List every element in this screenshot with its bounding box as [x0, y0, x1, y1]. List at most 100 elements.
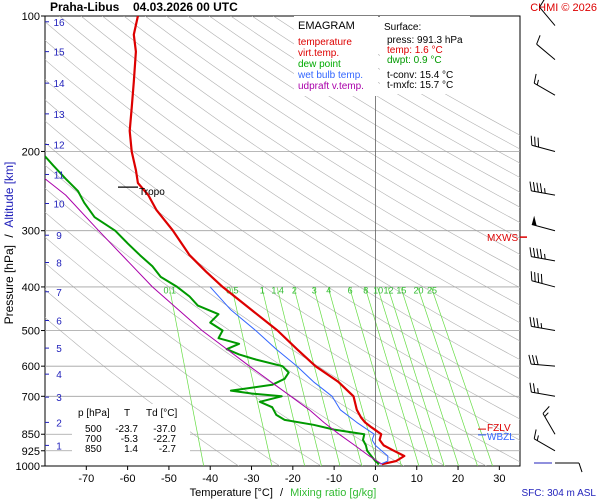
dry-adiabat-line — [166, 16, 520, 239]
mixing-ratio-line — [430, 286, 493, 466]
dry-adiabat-line — [144, 16, 520, 255]
station-title: Praha-Libus — [50, 0, 120, 14]
x-tick-label: -50 — [161, 473, 177, 485]
mixing-ratio-labels: 0.1 0.5 1 1.4 2 3 4 6 8 10 12 15 20 25 — [164, 285, 437, 295]
mixing-ratio-label: 12 — [383, 285, 393, 295]
fzl-label: FZLV — [487, 423, 511, 434]
x-tick-label: -30 — [244, 473, 260, 485]
mixing-ratio-label: 0.5 — [226, 285, 239, 295]
mixing-ratio-label: 6 — [348, 285, 353, 295]
surface-title: Surface: — [384, 22, 421, 33]
dry-adiabat-line — [45, 99, 520, 420]
pressure-tick-label: 500 — [22, 326, 40, 338]
mixing-ratio-line — [293, 286, 341, 466]
legend-item-virt-temp: virt.temp. — [298, 48, 339, 59]
wind-barb — [531, 215, 556, 232]
wind-barb — [533, 429, 556, 452]
altitude-tick-label: 16 — [53, 18, 65, 29]
wind-barb — [555, 462, 583, 473]
mixing-ratio-label: 2 — [292, 285, 297, 295]
pressure-tick-label: 300 — [22, 226, 40, 238]
mixing-ratio-line — [364, 286, 420, 466]
table-cell: 850 — [85, 444, 102, 455]
mixing-ratio-lines — [168, 286, 493, 466]
pressure-tick-label: 925 — [22, 446, 40, 458]
wind-barb — [533, 73, 556, 96]
dry-adiabat-line — [45, 59, 520, 380]
wind-barb — [539, 0, 556, 26]
dry-adiabat-line — [45, 79, 520, 400]
profile-series — [45, 16, 406, 466]
x-tick-label: -70 — [78, 473, 94, 485]
altitude-tick-label: 9 — [56, 231, 62, 242]
mixing-ratio-label: 15 — [396, 285, 406, 295]
pressure-tick-label: 200 — [22, 146, 40, 158]
table-header-p: p [hPa] — [78, 408, 110, 419]
dry-adiabat-line — [123, 16, 520, 272]
mixing-ratio-label: 4 — [326, 285, 331, 295]
x-axis-label: Temperature [°C] / Mixing ratio [g/kg] — [190, 487, 377, 499]
pressure-tick-label: 100 — [22, 11, 40, 23]
x-tick-label: -10 — [326, 473, 342, 485]
table-cell: 500 — [85, 424, 102, 435]
altitude-tick-label: 5 — [56, 344, 62, 355]
summary-table-bg — [72, 404, 190, 456]
wbzl-label: WBZL — [487, 432, 515, 443]
table-cell: -37.0 — [153, 424, 176, 435]
altitude-tick-label: 4 — [56, 370, 62, 381]
wind-barb — [529, 382, 556, 397]
datetime-title: 04.03.2026 00 UTC — [133, 0, 238, 14]
dry-adiabat-line — [45, 21, 520, 342]
sfc-label: SFC: 304 m ASL — [522, 488, 597, 499]
x-axis-label-temperature: Temperature [°C] — [190, 487, 273, 499]
altitude-tick-label: 1 — [56, 441, 62, 452]
pressure-tick-label: 400 — [22, 282, 40, 294]
table-header-td: Td [°C] — [146, 408, 177, 419]
legend-item-parcel: udpraft v.temp. — [298, 81, 364, 92]
mixing-ratio-label: 10 — [373, 285, 383, 295]
wind-barb — [536, 35, 556, 60]
surface-temp: temp: 1.6 °C — [387, 45, 443, 56]
table-cell: 1.4 — [124, 444, 138, 455]
wind-barb — [530, 135, 556, 152]
credit-text: CHMI © 2026 — [530, 2, 597, 14]
altitude-tick-label: 3 — [56, 393, 62, 404]
mixing-ratio-label: 3 — [312, 285, 317, 295]
altitude-tick-label: 15 — [53, 48, 65, 59]
mixing-ratio-line — [387, 286, 445, 466]
pressure-tick-label: 600 — [22, 361, 40, 373]
dry-adiabat-line — [80, 16, 520, 306]
altitude-tick-label: 13 — [53, 110, 65, 121]
x-tick-label: 10 — [411, 473, 423, 485]
wind-barb — [530, 271, 556, 288]
pressure-tick-label: 700 — [22, 391, 40, 403]
x-tick-label: 0 — [372, 473, 378, 485]
surface-tconv: t-conv: 15.4 °C — [387, 70, 453, 81]
altitude-tick-label: 10 — [53, 199, 65, 210]
surface-tmxfc: t-mxfc: 15.7 °C — [387, 80, 453, 91]
surface-dwpt: dwpt: 0.9 °C — [387, 55, 442, 66]
x-tick-label: -40 — [202, 473, 218, 485]
altitude-tick-label: 6 — [56, 317, 62, 328]
parcel-line — [45, 178, 383, 465]
y-axis-label: Pressure [hPa] / Altitude [km] — [2, 162, 16, 325]
wind-barb — [528, 354, 556, 367]
y-axis-label-altitude: Altitude [km] — [2, 162, 16, 228]
table-cell: -2.7 — [159, 444, 177, 455]
mxws-label: MXWS — [487, 233, 518, 244]
mixing-ratio-line — [400, 286, 459, 466]
wind-barb — [542, 406, 556, 435]
table-cell: -22.7 — [153, 434, 176, 445]
legend-item-dew-point: dew point — [298, 59, 341, 70]
dewpoint-line — [45, 155, 380, 465]
altitude-tick-label: 7 — [56, 288, 62, 299]
x-tick-label: 20 — [452, 473, 464, 485]
mixing-ratio-line — [417, 286, 478, 466]
pressure-tick-label: 850 — [22, 429, 40, 441]
mixing-ratio-label: 25 — [427, 285, 437, 295]
axes-ticks: -70 -60 -50 -40 -30 -20 -10 0 10 20 30 100 200 300 400… — [16, 11, 506, 485]
tropopause-label: Tropo — [139, 187, 165, 198]
mixing-ratio-label: 8 — [363, 285, 368, 295]
dry-adiabat-line — [102, 16, 520, 289]
